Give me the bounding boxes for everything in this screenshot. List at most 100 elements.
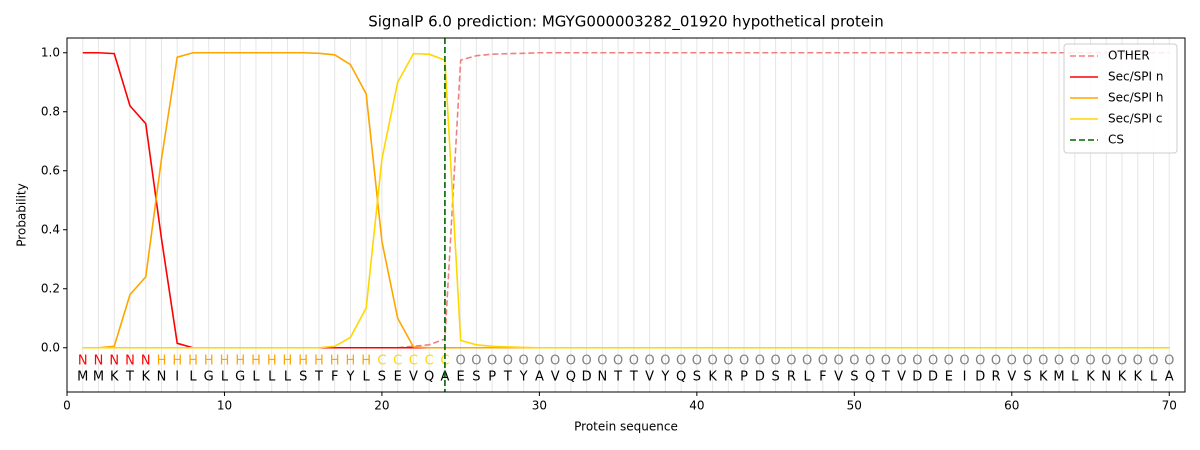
legend-label: CS	[1108, 133, 1124, 147]
region-label: O	[613, 354, 623, 369]
region-label: H	[314, 354, 324, 369]
residue-label: L	[252, 370, 260, 385]
series-line	[82, 51, 1170, 349]
residue-label: L	[189, 370, 197, 385]
region-label: O	[1101, 354, 1111, 369]
region-label: O	[660, 354, 670, 369]
region-label: O	[456, 354, 466, 369]
legend-label: Sec/SPI h	[1108, 91, 1163, 105]
chart-title: SignalP 6.0 prediction: MGYG000003282_01…	[368, 13, 884, 32]
residue-label: G	[204, 370, 214, 385]
residue-label: I	[963, 370, 967, 385]
region-label: O	[912, 354, 922, 369]
x-tick-label: 10	[217, 399, 232, 413]
residue-label: E	[457, 370, 465, 385]
region-label: O	[566, 354, 576, 369]
residue-label: T	[629, 370, 638, 385]
residue-label: L	[363, 370, 371, 385]
region-label: O	[833, 354, 843, 369]
region-label: O	[534, 354, 544, 369]
residue-label: V	[409, 370, 418, 385]
region-label: H	[172, 354, 182, 369]
region-label: O	[1022, 354, 1032, 369]
region-label: O	[802, 354, 812, 369]
region-label: O	[487, 354, 497, 369]
residue-label: N	[1101, 370, 1111, 385]
series-line	[82, 52, 1170, 349]
residue-label: S	[693, 370, 701, 385]
y-tick-label: 0.2	[41, 281, 60, 295]
y-axis-label: Probability	[15, 183, 29, 246]
residue-label: T	[881, 370, 890, 385]
region-label: O	[1054, 354, 1064, 369]
region-label: O	[944, 354, 954, 369]
residue-label: R	[787, 370, 796, 385]
region-label: H	[204, 354, 214, 369]
region-label: O	[582, 354, 592, 369]
region-label: H	[188, 354, 198, 369]
region-label: H	[251, 354, 261, 369]
region-label: O	[975, 354, 985, 369]
residue-label: A	[1165, 370, 1174, 385]
series-line	[82, 51, 1170, 349]
region-label: O	[519, 354, 529, 369]
residue-label: K	[141, 370, 150, 385]
region-label: C	[377, 354, 386, 369]
x-tick-label: 20	[374, 399, 389, 413]
residue-label: K	[1118, 370, 1127, 385]
region-label: O	[503, 354, 513, 369]
residue-label: V	[897, 370, 906, 385]
residue-label: N	[157, 370, 167, 385]
region-label: H	[330, 354, 340, 369]
region-label: C	[393, 354, 402, 369]
residue-label: Q	[566, 370, 576, 385]
region-label: O	[692, 354, 702, 369]
residue-label: K	[110, 370, 119, 385]
region-label: O	[676, 354, 686, 369]
region-label: O	[550, 354, 560, 369]
region-label: H	[220, 354, 230, 369]
legend-box	[1063, 43, 1178, 154]
residue-label: F	[819, 370, 826, 385]
residue-label: L	[284, 370, 292, 385]
residue-label: V	[834, 370, 843, 385]
residue-label: L	[268, 370, 276, 385]
legend-label: Sec/SPI c	[1108, 112, 1162, 126]
plot-frame	[66, 37, 1186, 393]
region-label: O	[723, 354, 733, 369]
residue-label: M	[77, 370, 88, 385]
region-label: O	[849, 354, 859, 369]
y-tick-label: 0.4	[41, 222, 60, 236]
residue-label: Y	[660, 370, 669, 385]
region-label: H	[235, 354, 245, 369]
region-label: O	[865, 354, 875, 369]
residue-label: Q	[424, 370, 434, 385]
y-tick-label: 0.0	[41, 340, 60, 354]
region-label: O	[629, 354, 639, 369]
residue-label: T	[314, 370, 323, 385]
residue-label: D	[912, 370, 922, 385]
y-tick-label: 0.8	[41, 104, 60, 118]
region-label: N	[78, 354, 88, 369]
region-label: O	[707, 354, 717, 369]
residue-label: F	[331, 370, 338, 385]
residue-label: K	[1086, 370, 1095, 385]
residue-label: T	[613, 370, 622, 385]
region-label: O	[645, 354, 655, 369]
y-tick-label: 1.0	[41, 45, 60, 59]
residue-label: L	[1150, 370, 1158, 385]
region-label: H	[157, 354, 167, 369]
region-label: N	[125, 354, 135, 369]
legend-label: OTHER	[1108, 49, 1150, 63]
residue-label: S	[299, 370, 307, 385]
region-label: O	[896, 354, 906, 369]
residue-label: G	[235, 370, 245, 385]
residue-label: P	[740, 370, 748, 385]
residue-label: D	[755, 370, 765, 385]
residue-label: L	[803, 370, 811, 385]
x-tick-label: 40	[689, 399, 704, 413]
residue-label: I	[175, 370, 179, 385]
region-label: O	[959, 354, 969, 369]
x-tick-label: 30	[532, 399, 547, 413]
